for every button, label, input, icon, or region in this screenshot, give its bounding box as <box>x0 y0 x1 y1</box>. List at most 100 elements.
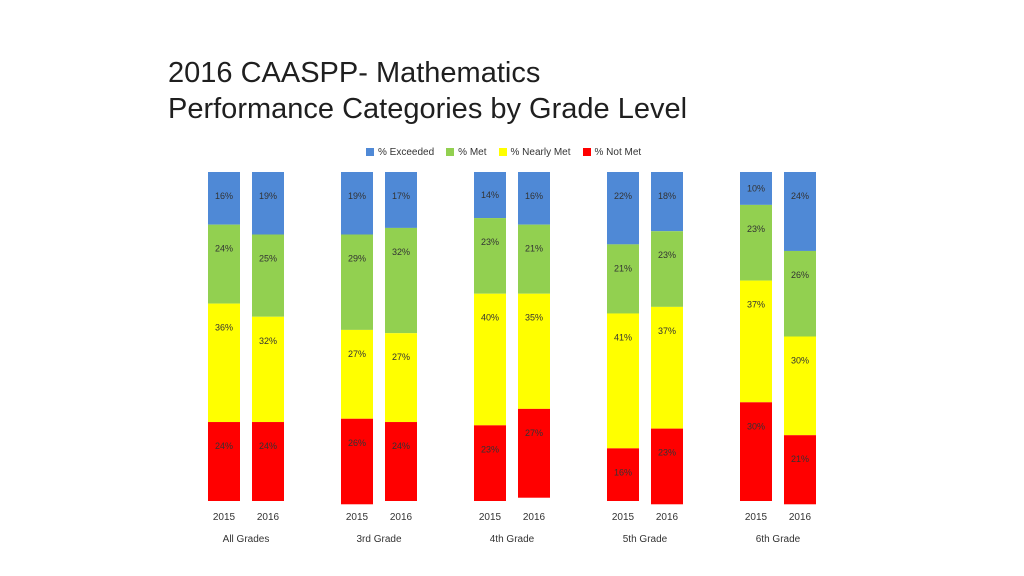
data-label-3rd-grade-2015-met: 29% <box>348 254 366 264</box>
bar-segment-all-grades-2015-not-met <box>208 422 240 501</box>
bar-segment-3rd-grade-2015-not-met <box>341 418 373 505</box>
data-label-4th-grade-2016-not-met: 27% <box>525 428 543 438</box>
bar-segment-3rd-grade-2016-not-met <box>385 422 417 501</box>
legend-swatch-met <box>446 148 455 156</box>
bar-segment-4th-grade-2016-not-met <box>518 408 550 498</box>
bar-segment-4th-grade-2015-met <box>474 218 506 294</box>
legend-item-nearly-met: % Nearly Met <box>498 146 571 158</box>
data-label-6th-grade-2016-exceeded: 24% <box>791 191 809 201</box>
data-label-4th-grade-2016-nearly-met: 35% <box>525 313 543 323</box>
bar-segment-4th-grade-2015-exceeded <box>474 172 506 219</box>
legend-label-exceeded: % Exceeded <box>378 146 435 158</box>
data-label-5th-grade-2015-met: 21% <box>614 263 632 273</box>
data-label-all-grades-2016-met: 25% <box>259 254 277 264</box>
year-label-4th-grade-2016: 2016 <box>523 512 546 523</box>
bar-segment-all-grades-2015-met <box>208 224 240 304</box>
chart-title-line-2: Performance Categories by Grade Level <box>168 93 688 125</box>
bar-segment-6th-grade-2015-not-met <box>740 402 772 501</box>
group-label-all-grades: All Grades <box>223 534 270 545</box>
bar-segment-5th-grade-2015-met <box>607 244 639 314</box>
data-label-3rd-grade-2016-exceeded: 17% <box>392 191 410 201</box>
bar-segment-4th-grade-2016-met <box>518 224 550 294</box>
legend-swatch-not-met <box>582 148 591 156</box>
data-label-all-grades-2016-nearly-met: 32% <box>259 336 277 346</box>
bar-segment-all-grades-2015-exceeded <box>208 172 240 225</box>
bar-segment-6th-grade-2016-met <box>784 250 816 337</box>
bar-segment-3rd-grade-2015-met <box>341 234 373 330</box>
data-label-6th-grade-2016-met: 26% <box>791 270 809 280</box>
bar-segment-5th-grade-2016-not-met <box>651 428 683 505</box>
data-label-4th-grade-2015-met: 23% <box>481 237 499 247</box>
legend-item-exceeded: % Exceeded <box>366 147 434 158</box>
bar-segment-6th-grade-2016-nearly-met <box>784 336 816 436</box>
legend-label-nearly-met: % Nearly Met <box>510 146 571 158</box>
data-label-3rd-grade-2016-nearly-met: 27% <box>392 352 410 362</box>
legend: % Exceeded % Met % Nearly Met % Not Met <box>366 144 641 160</box>
data-label-4th-grade-2016-met: 21% <box>525 244 543 254</box>
data-label-all-grades-2015-nearly-met: 36% <box>215 323 233 333</box>
data-label-6th-grade-2015-not-met: 30% <box>747 421 765 431</box>
data-label-all-grades-2015-met: 24% <box>215 244 233 254</box>
year-label-all-grades-2015: 2015 <box>213 512 236 523</box>
year-label-3rd-grade-2016: 2016 <box>390 512 413 523</box>
bar-segment-6th-grade-2016-not-met <box>784 435 816 505</box>
bar-segment-5th-grade-2016-nearly-met <box>651 306 683 429</box>
data-label-5th-grade-2016-not-met: 23% <box>658 448 676 458</box>
bar-segment-all-grades-2016-exceeded <box>252 172 284 235</box>
bar-segment-3rd-grade-2015-exceeded <box>341 172 373 235</box>
data-label-all-grades-2016-exceeded: 19% <box>259 191 277 201</box>
bar-segment-3rd-grade-2016-exceeded <box>385 172 417 228</box>
legend-item-not-met: % Not Met <box>582 146 642 158</box>
data-label-all-grades-2015-not-met: 24% <box>215 441 233 451</box>
year-label-5th-grade-2016: 2016 <box>656 512 679 523</box>
bar-segment-4th-grade-2016-nearly-met <box>518 293 550 409</box>
group-label-4th-grade: 4th Grade <box>490 534 535 545</box>
bar-segment-6th-grade-2015-exceeded <box>740 172 772 205</box>
legend-swatch-exceeded <box>366 148 374 156</box>
bar-segment-6th-grade-2015-nearly-met <box>740 280 772 403</box>
data-label-4th-grade-2015-nearly-met: 40% <box>481 313 499 323</box>
data-label-6th-grade-2015-nearly-met: 37% <box>747 300 765 310</box>
data-label-5th-grade-2016-nearly-met: 37% <box>658 326 676 336</box>
bar-segment-5th-grade-2016-exceeded <box>651 172 683 232</box>
data-label-6th-grade-2015-exceeded: 10% <box>747 183 765 193</box>
bar-segment-5th-grade-2015-not-met <box>607 448 639 501</box>
year-label-3rd-grade-2015: 2015 <box>346 512 369 523</box>
legend-swatch-nearly-met <box>498 148 507 156</box>
data-label-3rd-grade-2016-not-met: 24% <box>392 441 410 451</box>
data-label-3rd-grade-2015-exceeded: 19% <box>348 191 366 201</box>
bar-segment-all-grades-2016-nearly-met <box>252 316 284 423</box>
group-label-3rd-grade: 3rd Grade <box>356 534 401 545</box>
year-label-4th-grade-2015: 2015 <box>479 512 502 523</box>
data-label-all-grades-2016-not-met: 24% <box>259 441 277 451</box>
data-label-4th-grade-2015-exceeded: 14% <box>481 190 499 200</box>
data-label-4th-grade-2016-exceeded: 16% <box>525 191 543 201</box>
group-label-5th-grade: 5th Grade <box>623 534 668 545</box>
data-label-6th-grade-2016-nearly-met: 30% <box>791 356 809 366</box>
bar-segment-3rd-grade-2015-nearly-met <box>341 329 373 419</box>
legend-label-not-met: % Not Met <box>594 146 642 158</box>
bar-segment-3rd-grade-2016-met <box>385 227 417 334</box>
data-label-3rd-grade-2015-nearly-met: 27% <box>348 349 366 359</box>
data-label-4th-grade-2015-not-met: 23% <box>481 444 499 454</box>
bar-segment-4th-grade-2015-not-met <box>474 425 506 501</box>
bar-segment-6th-grade-2015-met <box>740 204 772 281</box>
data-label-3rd-grade-2016-met: 32% <box>392 247 410 257</box>
data-label-3rd-grade-2015-not-met: 26% <box>348 438 366 448</box>
bar-segment-5th-grade-2015-nearly-met <box>607 313 639 449</box>
bar-segment-5th-grade-2015-exceeded <box>607 172 639 245</box>
bar-segment-all-grades-2015-nearly-met <box>208 303 240 423</box>
bar-segment-4th-grade-2015-nearly-met <box>474 293 506 426</box>
bar-segment-6th-grade-2016-exceeded <box>784 172 816 251</box>
legend-item-met: % Met <box>446 147 487 158</box>
bar-segment-4th-grade-2016-exceeded <box>518 172 550 225</box>
group-label-6th-grade: 6th Grade <box>756 534 801 545</box>
data-label-6th-grade-2016-not-met: 21% <box>791 454 809 464</box>
year-label-all-grades-2016: 2016 <box>257 512 280 523</box>
year-label-6th-grade-2016: 2016 <box>789 512 812 523</box>
data-label-5th-grade-2016-met: 23% <box>658 250 676 260</box>
data-label-5th-grade-2015-nearly-met: 41% <box>614 332 632 342</box>
year-label-5th-grade-2015: 2015 <box>612 512 635 523</box>
